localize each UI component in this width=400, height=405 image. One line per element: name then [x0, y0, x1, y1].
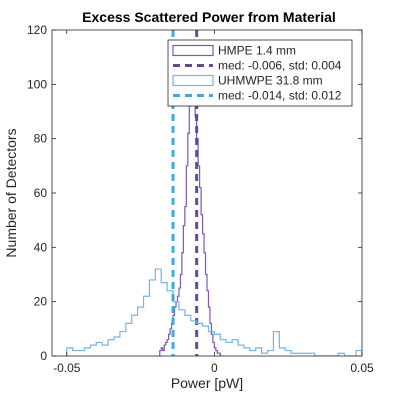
y-tick-label: 120 [27, 23, 47, 37]
y-tick-label: 80 [34, 132, 48, 146]
ticks-layer: -0.05 0 0.05 0 20 40 60 80 100 120 [27, 23, 374, 375]
legend-label-1: HMPE 1.4 mm [218, 44, 296, 58]
y-tick-label: 40 [34, 240, 48, 254]
x-tick-label: -0.05 [53, 361, 81, 375]
legend-label-4: med: -0.014, std: 0.012 [218, 89, 342, 103]
x-tick-label: 0.05 [350, 361, 374, 375]
legend-swatch-1 [172, 44, 214, 57]
y-tick-label: 0 [40, 349, 47, 363]
y-tick-label: 60 [34, 186, 48, 200]
legend-swatch-3 [172, 74, 214, 87]
legend-label-3: UHMWPE 31.8 mm [218, 74, 323, 88]
histogram-series-3 [66, 268, 362, 356]
x-tick-label: 0 [211, 361, 218, 375]
legend-label-2: med: -0.006, std: 0.004 [218, 59, 342, 73]
y-axis-label: Number of Detectors [3, 128, 19, 257]
y-tick-label: 20 [34, 295, 48, 309]
chart-title: Excess Scattered Power from Material [82, 9, 336, 25]
y-tick-label: 100 [27, 77, 47, 91]
x-axis-label: Power [pW] [171, 375, 243, 391]
